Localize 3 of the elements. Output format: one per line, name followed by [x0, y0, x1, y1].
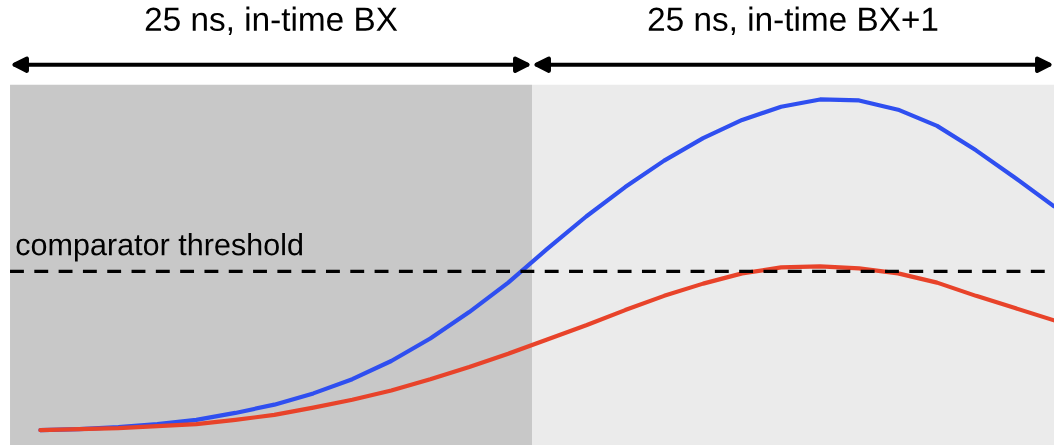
- text: 25 ns, in-time BX: [145, 6, 398, 36]
- ref-line-label: comparator threshold: [16, 232, 302, 262]
- text: 25 ns, in-time BX+1: [648, 6, 938, 36]
